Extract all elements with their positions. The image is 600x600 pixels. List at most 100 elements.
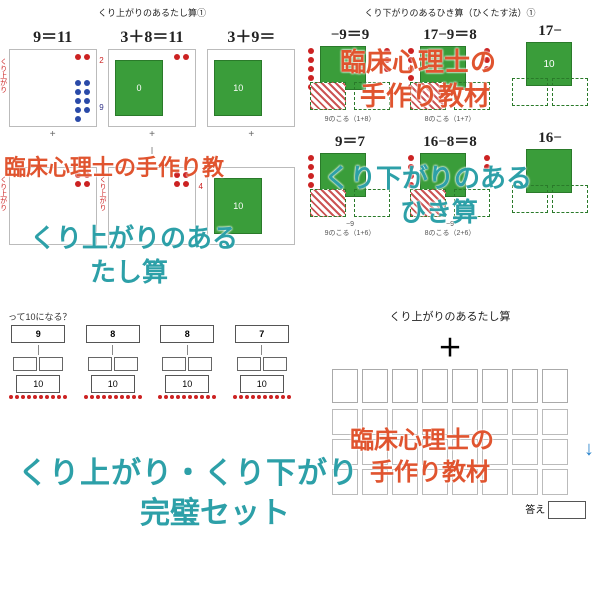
hatch-box (410, 189, 446, 217)
carry-label: くり上がり (0, 176, 8, 211)
red-dots (174, 54, 189, 60)
tl-title: くり上がりのあるたし算① (6, 6, 298, 19)
br-title: くり上がりのあるたし算 (306, 308, 594, 324)
green-block: 10 (214, 60, 262, 116)
ten-top: 9 (11, 325, 65, 343)
add-prob: 10 (205, 167, 298, 247)
dash-box (354, 189, 390, 217)
num-9: 9 (99, 103, 103, 112)
sub-area (304, 46, 396, 114)
connector (187, 345, 188, 355)
hatch-box (410, 82, 446, 110)
ten-ten: 10 (16, 375, 60, 393)
plusline: + (205, 129, 298, 140)
dash-box (454, 189, 490, 217)
minus-nine: −9 (302, 221, 398, 228)
dots (158, 395, 216, 399)
ten-pair (84, 357, 142, 371)
eq: −9＝9 (302, 23, 398, 44)
ten-top: 7 (235, 325, 289, 343)
tr-row-2: 9＝7 −9 9のこる（1+6） 16−8＝8 (302, 130, 598, 238)
ten-ten: 10 (240, 375, 284, 393)
ten-title: って10になる？ (8, 310, 296, 323)
sub-prob: 9＝7 −9 9のこる（1+6） (302, 130, 398, 238)
sub-area (404, 153, 496, 221)
sub-prob: −9＝9 9のこる（1+8） (302, 23, 398, 124)
eq: 16−8＝8 (402, 130, 498, 151)
tr-title: くり下がりのあるひき算（ひくたす法）① (302, 6, 598, 19)
ten-cell: 8 10 (84, 325, 142, 399)
answer-row: 答え (306, 501, 594, 519)
num-2: 2 (99, 56, 103, 65)
sub-prob: 16− (502, 130, 598, 238)
ten-row: 9 10 8 10 8 (4, 325, 296, 399)
sub-prob: 17− 10 (502, 23, 598, 124)
panel-practice-sheet: くり上がりのあるたし算 ＋ ↓ 答え (300, 300, 600, 600)
ten-ten: 10 (165, 375, 209, 393)
ten-pair (9, 357, 67, 371)
add-prob: くり上がり (6, 167, 99, 247)
caption: 8のこる（1+7） (402, 114, 498, 124)
red-dots (75, 54, 90, 60)
green-label: 0 (136, 83, 141, 93)
hatch-box (310, 189, 346, 217)
connector (261, 345, 262, 355)
eq: 3＋9＝ (205, 23, 298, 47)
red-col (408, 155, 414, 188)
dash-box (552, 78, 588, 106)
ten-cell: 9 10 (9, 325, 67, 399)
eq: 17−9＝8 (402, 23, 498, 44)
ten-pair (233, 357, 291, 371)
blue-dots (75, 80, 90, 122)
caption: 9のこる（1+6） (302, 228, 398, 238)
dash-box (512, 78, 548, 106)
tr-row-1: −9＝9 9のこる（1+8） 17−9＝8 (302, 23, 598, 124)
panel-make-ten: って10になる？ 9 10 8 10 (0, 300, 300, 600)
plusline: + (105, 129, 198, 140)
sub-prob: 17−9＝8 8のこる（1+7） (402, 23, 498, 124)
red-col (484, 155, 490, 170)
ten-cell: 7 10 (233, 325, 291, 399)
dash-box (512, 185, 548, 213)
add-prob-3: 3＋9＝ 10 + (205, 23, 298, 140)
sub-area (304, 153, 396, 221)
num-4: 4 (199, 182, 203, 191)
answer-label: 答え (525, 505, 545, 516)
minus-nine: −9 (402, 221, 498, 228)
add-box: くり上がり (9, 167, 97, 245)
row-marker: I (6, 146, 298, 157)
sub-area (504, 149, 596, 217)
worksheet-collage: くり上がりのあるたし算① 9＝11 くり上がり 2 9 (0, 0, 600, 600)
green-label: 10 (543, 59, 554, 70)
sub-prob: 16−8＝8 −9 8のこる（2+6） (402, 130, 498, 238)
green-block: 0 (115, 60, 163, 116)
red-dots (75, 172, 90, 187)
eq: 3＋8＝11 (105, 23, 198, 47)
tl-row-2: くり上がり くり上がり 4 10 (6, 167, 298, 247)
add-box: 10 (207, 167, 295, 245)
caption: 8のこる（2+6） (402, 228, 498, 238)
add-prob-1: 9＝11 くり上がり 2 9 + (6, 23, 99, 140)
dots (9, 395, 67, 399)
panel-addition-carry: くり上がりのあるたし算① 9＝11 くり上がり 2 9 (0, 0, 300, 300)
eq: 16− (502, 130, 598, 147)
red-col (484, 48, 490, 72)
plusline: + (6, 129, 99, 140)
add-prob: くり上がり 4 (105, 167, 198, 247)
connector (38, 345, 39, 355)
dots (84, 395, 142, 399)
ten-top: 8 (86, 325, 140, 343)
green-block: 10 (214, 178, 262, 234)
eq: 9＝11 (6, 23, 99, 47)
tl-row-1: 9＝11 くり上がり 2 9 + 3＋8＝11 (6, 23, 298, 140)
connector (112, 345, 113, 355)
ten-ten: 10 (91, 375, 135, 393)
sub-area (404, 46, 496, 114)
answer-box (548, 501, 586, 519)
hatch-box (310, 82, 346, 110)
arrow-icon: ↓ (584, 438, 594, 461)
ten-top: 8 (160, 325, 214, 343)
add-box: 0 (108, 49, 196, 127)
dash-box (354, 82, 390, 110)
work-grid (306, 409, 594, 495)
